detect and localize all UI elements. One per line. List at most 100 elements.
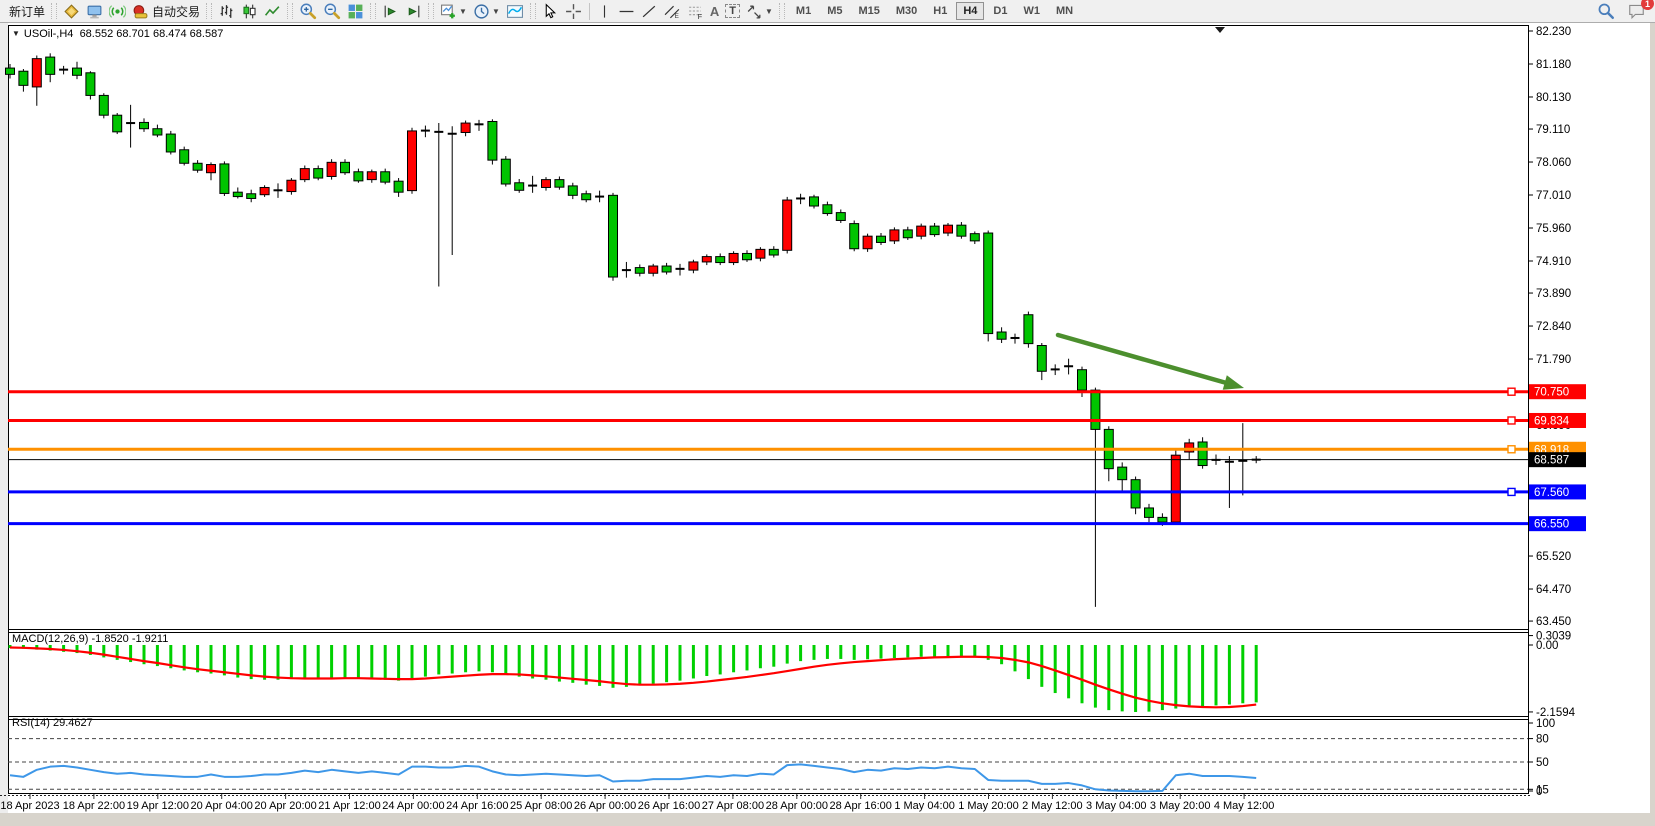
candle-body-bullish[interactable] [688, 261, 699, 271]
candle-body-bearish[interactable] [996, 331, 1007, 340]
candle-body-bearish[interactable] [500, 158, 511, 185]
candle-body-bearish[interactable] [232, 191, 243, 198]
candle-body-bearish[interactable] [340, 161, 350, 174]
auto-trading-button[interactable]: 自动交易 [129, 1, 203, 21]
candle-doji[interactable] [1224, 460, 1234, 463]
candle-body-bullish[interactable] [943, 224, 953, 234]
candle-body-bearish[interactable] [5, 67, 15, 75]
candle-body-bearish[interactable] [608, 194, 618, 278]
candle-doji[interactable] [1050, 368, 1060, 371]
chart-shift-marker[interactable] [1215, 27, 1225, 33]
candle-body-bearish[interactable] [514, 182, 525, 191]
accounts-button[interactable] [60, 1, 83, 21]
candle-doji[interactable] [675, 267, 685, 270]
candle-body-bearish[interactable] [380, 171, 391, 183]
candle-body-bearish[interactable] [72, 67, 82, 76]
candle-body-bearish[interactable] [219, 163, 230, 194]
tile-windows-button[interactable] [344, 1, 367, 21]
candle-body-bearish[interactable] [45, 56, 56, 75]
auto-scroll-button[interactable] [402, 1, 425, 21]
trendline-button[interactable] [638, 1, 661, 21]
candle-body-bullish[interactable] [206, 164, 216, 174]
hline-button[interactable] [615, 1, 638, 21]
candle-body-bearish[interactable] [902, 229, 913, 239]
candle-body-bearish[interactable] [1144, 507, 1154, 518]
candle-body-bearish[interactable] [554, 179, 565, 188]
terminal-button[interactable] [83, 1, 106, 21]
line-chart-button[interactable] [261, 1, 284, 21]
candle-doji[interactable] [528, 184, 538, 187]
level-line-handle[interactable] [1507, 445, 1516, 454]
candle-body-bullish[interactable] [407, 130, 417, 192]
candle-body-bearish[interactable] [98, 94, 109, 116]
candle-doji[interactable] [273, 189, 283, 192]
candle-body-bullish[interactable] [862, 235, 873, 250]
crosshair-button[interactable] [562, 1, 585, 21]
candle-body-bearish[interactable] [849, 223, 860, 250]
candle-body-bullish[interactable] [31, 58, 42, 88]
signal-button[interactable] [106, 1, 129, 21]
candle-body-bearish[interactable] [581, 193, 592, 201]
candle-body-bearish[interactable] [822, 204, 833, 215]
candle-body-bearish[interactable] [1157, 516, 1168, 523]
candle-doji[interactable] [1010, 336, 1020, 339]
candle-body-bearish[interactable] [876, 235, 886, 243]
candle-body-bullish[interactable] [1170, 454, 1181, 523]
fibonacci-button[interactable]: F [684, 1, 707, 21]
candle-body-bullish[interactable] [701, 256, 712, 263]
candle-body-bearish[interactable] [165, 133, 176, 153]
candle-body-bullish[interactable] [259, 186, 270, 196]
candle-body-bearish[interactable] [567, 185, 578, 196]
indicators-button[interactable] [503, 1, 527, 21]
candle-doji[interactable] [434, 130, 444, 133]
candle-body-bearish[interactable] [983, 232, 994, 335]
new-order-button[interactable]: 新订单 [9, 4, 46, 19]
trend-arrow-line[interactable] [1055, 332, 1228, 385]
candle-body-bearish[interactable] [1090, 389, 1101, 430]
level-line-handle[interactable] [1507, 487, 1516, 497]
trend-arrow-head[interactable] [1222, 375, 1244, 390]
channel-button[interactable]: E [661, 1, 684, 21]
timeframe-mn-button[interactable]: MN [1055, 5, 1074, 17]
level-line-handle[interactable] [1507, 387, 1516, 396]
candle-body-bullish[interactable] [541, 179, 551, 188]
new-chart-button[interactable]: ▼ [437, 1, 470, 21]
profiles-button[interactable]: ▼ [470, 1, 503, 21]
level-line-handle[interactable] [1507, 416, 1516, 425]
candle-body-bullish[interactable] [648, 265, 659, 274]
candle-doji[interactable] [447, 132, 457, 135]
timeframe-w1-button[interactable]: W1 [1023, 5, 1040, 17]
candle-body-bearish[interactable] [18, 70, 29, 86]
vline-button[interactable] [594, 1, 615, 21]
candle-body-bullish[interactable] [460, 122, 471, 133]
candle-body-bearish[interactable] [85, 72, 96, 96]
candle-doji[interactable] [1238, 459, 1248, 462]
candle-body-bullish[interactable] [1184, 442, 1195, 453]
label-button[interactable]: T [722, 1, 743, 21]
candle-body-bearish[interactable] [246, 193, 257, 199]
candle-body-bearish[interactable] [192, 162, 203, 171]
timeframe-h1-button[interactable]: H1 [933, 5, 948, 17]
candle-body-bearish[interactable] [929, 225, 940, 236]
candle-doji[interactable] [595, 195, 605, 198]
search-button[interactable] [1594, 1, 1618, 21]
candle-body-bullish[interactable] [286, 179, 297, 193]
candle-doji[interactable] [474, 123, 484, 126]
timeframe-d1-button[interactable]: D1 [993, 5, 1008, 17]
candle-doji[interactable] [420, 129, 430, 132]
candle-body-bearish[interactable] [487, 120, 498, 161]
symbol-collapse-icon[interactable]: ▼ [12, 29, 20, 38]
candle-body-bullish[interactable] [299, 168, 310, 181]
candle-body-bearish[interactable] [661, 265, 672, 273]
candle-body-bearish[interactable] [969, 233, 980, 242]
candle-doji[interactable] [126, 122, 136, 125]
cursor-button[interactable] [539, 1, 562, 21]
candle-body-bullish[interactable] [728, 252, 739, 264]
candle-body-bullish[interactable] [782, 199, 793, 251]
timeframe-m1-button[interactable]: M1 [795, 5, 812, 17]
candle-body-bearish[interactable] [768, 248, 779, 256]
bar-chart-button[interactable] [215, 1, 238, 21]
candle-body-bearish[interactable] [956, 224, 967, 237]
candle-body-bearish[interactable] [634, 267, 645, 274]
